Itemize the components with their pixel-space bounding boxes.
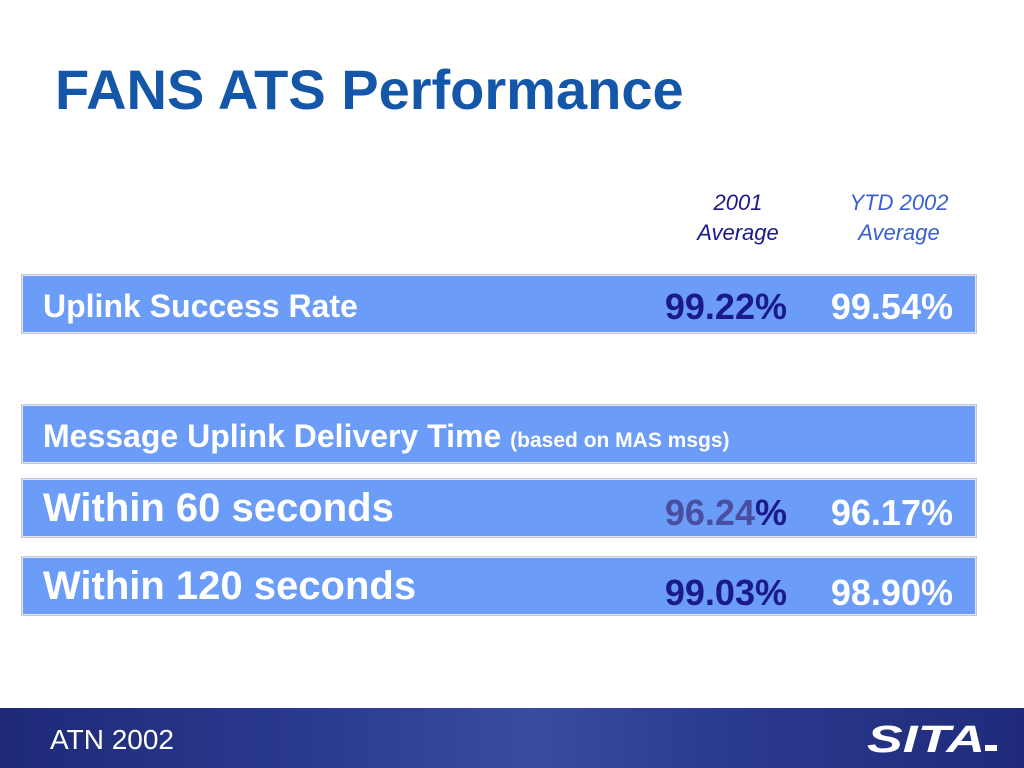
sita-logo-text: SITA (867, 719, 985, 759)
sita-logo: SITA (867, 719, 997, 759)
uplink-success-rate-label: Uplink Success Rate (43, 288, 358, 324)
delivery-time-header-row: Message Uplink Delivery Time (based on M… (22, 405, 976, 463)
column-header-2001: 2001 Average (676, 188, 800, 248)
within-60-seconds-2001-number: 96.24 (664, 492, 755, 533)
column-header-ytd-2002-year: YTD 2002 (849, 190, 949, 215)
within-60-seconds-2002-value: 96.17% (830, 492, 953, 533)
delivery-time-header-label: Message Uplink Delivery Time (based on M… (43, 418, 730, 455)
column-header-ytd-2002-label: Average (858, 220, 940, 245)
uplink-success-rate-2002-value: 99.54% (830, 286, 953, 327)
column-header-2001-label: Average (697, 220, 779, 245)
within-60-seconds-label: Within 60 seconds (43, 486, 394, 530)
within-60-seconds-2001-value: 96.24% (665, 492, 787, 534)
within-120-seconds-row: Within 120 seconds 99.03% 98.90% (22, 557, 976, 615)
sita-logo-mark (985, 745, 997, 751)
footer-bar: ATN 2002 SITA (0, 708, 1024, 768)
delivery-time-note: (based on MAS msgs) (510, 429, 730, 452)
within-60-seconds-2001-percent: % (754, 492, 787, 533)
within-120-seconds-2001-value: 99.03% (664, 572, 787, 613)
uplink-success-rate-row: Uplink Success Rate 99.22% 99.54% (22, 275, 976, 333)
column-header-2001-year: 2001 (713, 190, 763, 215)
delivery-time-title: Message Uplink Delivery Time (43, 418, 502, 454)
footer-event-label: ATN 2002 (50, 724, 174, 755)
within-120-seconds-2002-value: 98.90% (830, 572, 953, 613)
slide-title: FANS ATS Performance (55, 58, 684, 121)
column-header-ytd-2002: YTD 2002 Average (836, 188, 962, 248)
within-120-seconds-label: Within 120 seconds (43, 564, 417, 608)
within-60-seconds-row: Within 60 seconds 96.24% 96.17% (22, 479, 976, 537)
uplink-success-rate-2001-value: 99.22% (664, 286, 787, 327)
